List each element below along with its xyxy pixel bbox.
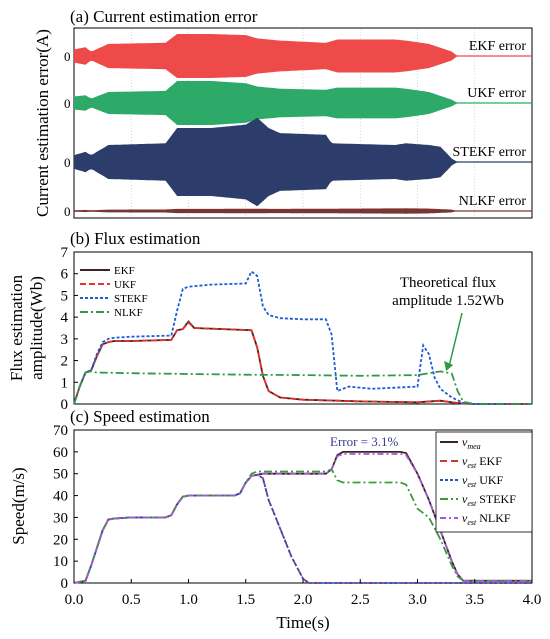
flux-annotation: Theoretical flux amplitude 1.52Wb <box>392 275 504 371</box>
error-annotation: Error = 3.1% <box>330 434 399 449</box>
y-tick-label: 3 <box>61 332 69 348</box>
panel-speed: (c) Speed estimation 0 10 20 30 40 50 60 70 Erro… <box>9 407 541 632</box>
x-tick-label: 2.0 <box>294 592 313 608</box>
flux-line-stekf <box>73 270 532 405</box>
panel-flux: (b) Flux estimation 0 1 2 3 4 5 6 7 EKF UKF STEKF N… <box>7 229 533 413</box>
flux-line-ukf <box>73 321 532 405</box>
x-tick-label: 0.0 <box>65 592 84 608</box>
x-tick-label: 2.5 <box>351 592 370 608</box>
annotation-text: Theoretical flux <box>400 275 497 291</box>
annotation-arrow <box>448 312 463 367</box>
panel-b-title: (b) Flux estimation <box>70 229 201 248</box>
panel-c-legend: vmea vest EKF vest UKF vest STEKF vest NLKF <box>435 431 533 533</box>
zero-label: 0 <box>64 204 71 219</box>
x-tick-label: 3.5 <box>465 592 484 608</box>
panel-b-legend: EKF UKF STEKF NLKF <box>80 265 148 319</box>
legend-label: STEKF <box>114 293 148 305</box>
y-tick-label: 60 <box>53 445 68 461</box>
y-tick-label: 4 <box>61 310 69 326</box>
y-tick-label: 40 <box>53 489 68 505</box>
legend-label: vest UKF <box>462 473 504 489</box>
legend-label: vest EKF <box>462 454 502 470</box>
legend-label: UKF <box>114 279 136 291</box>
x-tick-label: 1.0 <box>179 592 198 608</box>
y-tick-label: 2 <box>61 354 69 370</box>
zero-label: 0 <box>64 49 71 64</box>
y-tick-label: 1 <box>61 375 69 391</box>
panel-b-frame <box>73 251 533 405</box>
y-tick-label: 7 <box>61 245 69 261</box>
y-tick-label: 0 <box>61 397 69 413</box>
speed-line <box>73 453 532 584</box>
y-tick-label: 70 <box>53 423 68 439</box>
x-tick-label: 0.5 <box>122 592 141 608</box>
series-label: EKF error <box>469 39 526 54</box>
panel-c-title: (c) Speed estimation <box>70 407 210 426</box>
y-tick-label: 0 <box>61 576 69 592</box>
legend-label: vmea <box>462 435 481 451</box>
series-label: NLKF error <box>459 194 527 209</box>
flux-line-nlkf <box>73 370 532 405</box>
series-label: STEKF error <box>453 145 527 160</box>
annotation-text: amplitude 1.52Wb <box>392 293 504 309</box>
y-tick-label: 6 <box>61 267 69 283</box>
panel-b-ylabel-line1: Flux estimation <box>7 274 26 381</box>
y-tick-label: 20 <box>53 532 68 548</box>
x-tick-label: 3.0 <box>408 592 427 608</box>
x-axis-label: Time(s) <box>276 613 329 632</box>
series-label: UKF error <box>467 86 526 101</box>
zero-label: 0 <box>64 155 71 170</box>
legend-label: vest NLKF <box>462 511 511 527</box>
legend-box <box>435 431 533 533</box>
y-tick-label: 30 <box>53 510 68 526</box>
x-tick-label: 1.5 <box>236 592 255 608</box>
y-tick-label: 5 <box>61 288 69 304</box>
y-tick-label: 50 <box>53 467 68 483</box>
panel-c-ylabel: Speed(m/s) <box>9 467 28 544</box>
legend-label: NLKF <box>114 307 143 319</box>
panel-a-ylabel: Current estimation error(A) <box>33 29 52 217</box>
legend-label: EKF <box>114 265 135 277</box>
annotation-arrowhead <box>444 360 454 371</box>
panel-current-error: (a) Current estimation error 0 EKF error 0… <box>33 7 533 219</box>
speed-line <box>73 468 532 584</box>
zero-label: 0 <box>64 96 71 111</box>
panel-a-title: (a) Current estimation error <box>70 7 258 26</box>
y-tick-label: 10 <box>53 554 68 570</box>
panel-b-ylabel-line2: amplitude(Wb) <box>27 276 46 380</box>
legend-label: vest STEKF <box>462 492 516 508</box>
x-tick-label: 4.0 <box>523 592 542 608</box>
